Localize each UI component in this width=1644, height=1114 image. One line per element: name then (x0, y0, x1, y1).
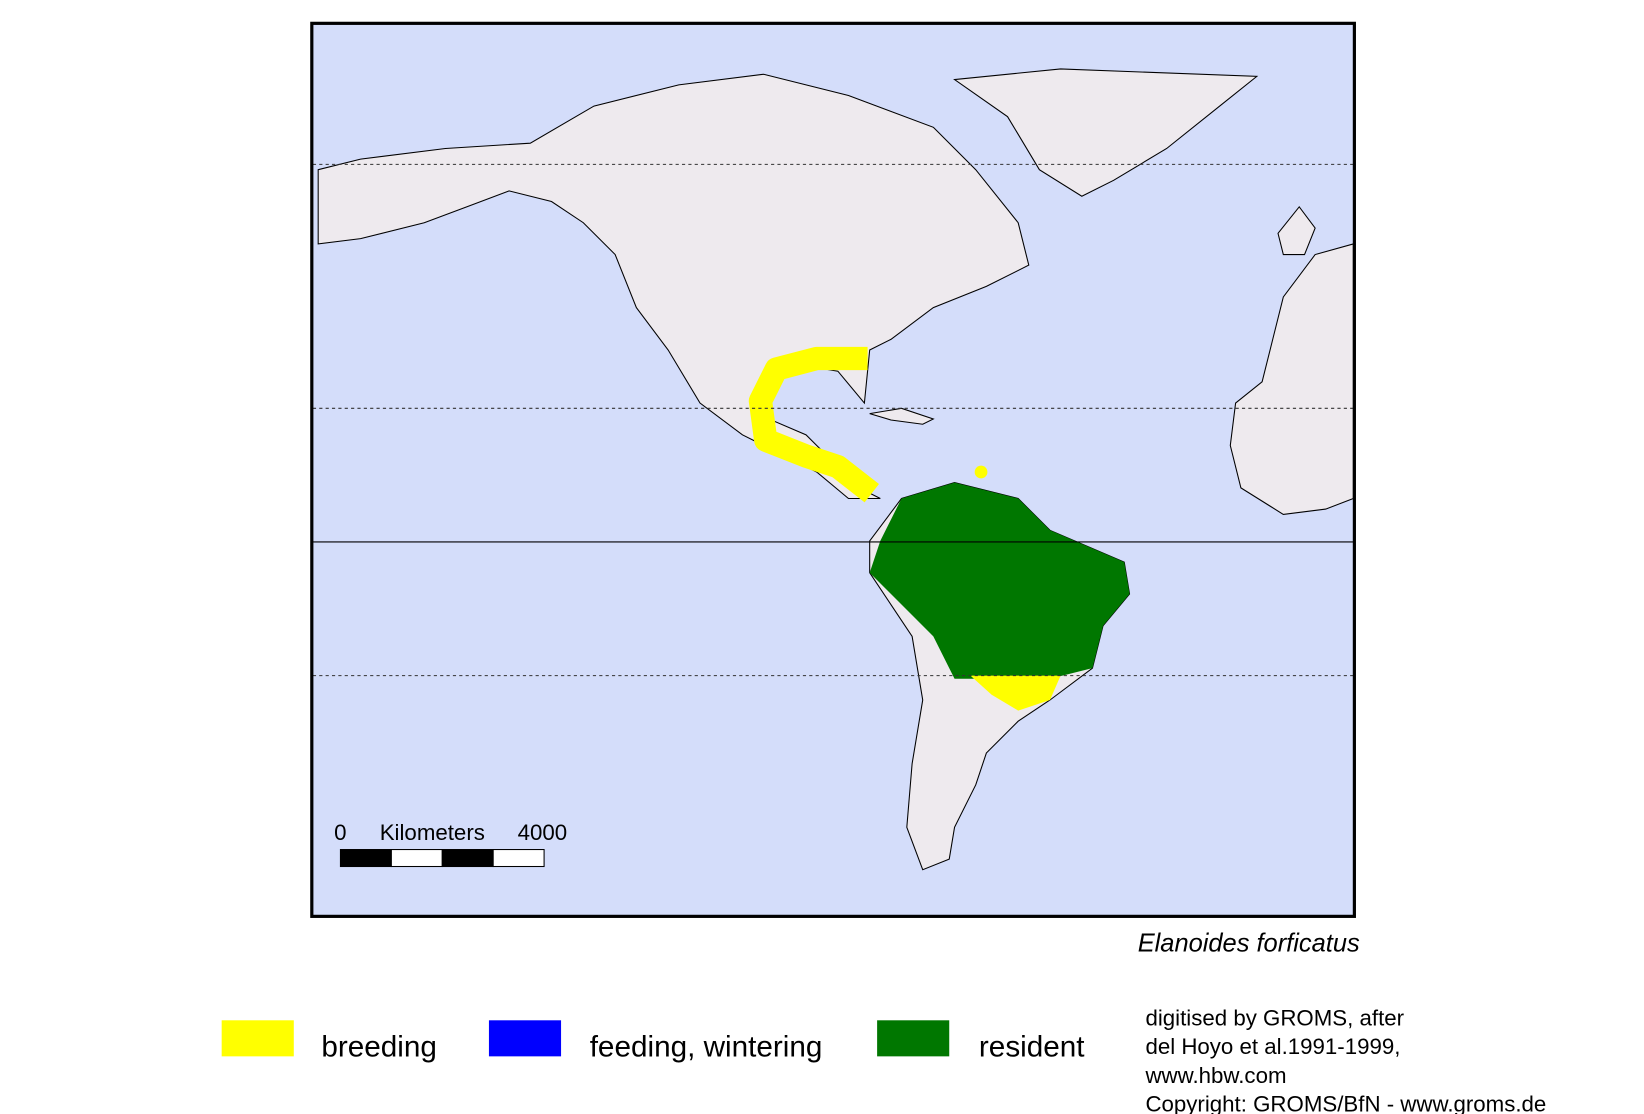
resident-range (869, 482, 1130, 679)
legend-label: resident (979, 1030, 1085, 1063)
legend-label: feeding, wintering (590, 1030, 823, 1063)
breeding-range (748, 346, 879, 503)
scale-end: 4000 (518, 820, 568, 845)
credit-line: Copyright: GROMS/BfN - www.groms.de (1145, 1092, 1546, 1114)
map-frame (310, 21, 1356, 918)
cuba (869, 407, 935, 425)
content: 0 Kilometers 4000 Elanoides forficatus b… (221, 21, 1546, 1114)
europe-africa (1229, 243, 1354, 515)
scale-unit: Kilometers (380, 820, 485, 845)
legend-swatch (488, 1020, 562, 1057)
map (312, 24, 1354, 916)
breeding-range (974, 465, 988, 479)
scale-start: 0 (334, 820, 346, 845)
scale-bar (339, 849, 545, 868)
credit-line: www.hbw.com (1144, 1063, 1286, 1088)
british-isles (1277, 205, 1316, 256)
legend-swatch (877, 1020, 950, 1057)
legend-swatch (221, 1020, 294, 1057)
breeding-range (970, 675, 1061, 711)
credit-line: del Hoyo et al.1991-1999, (1145, 1034, 1400, 1059)
credit-line: digitised by GROMS, after (1145, 1006, 1404, 1031)
species-name: Elanoides forficatus (1138, 929, 1360, 957)
legend-label: breeding (321, 1030, 437, 1063)
